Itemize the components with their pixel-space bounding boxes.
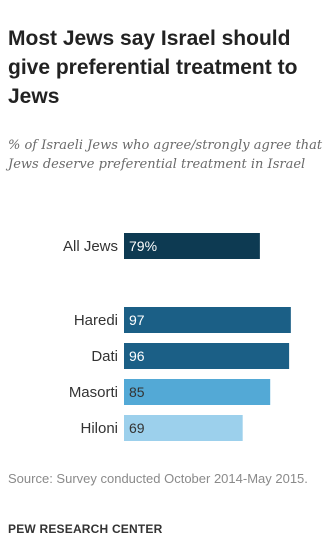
value-label-masorti: 85 — [129, 384, 145, 400]
bar-all-jews — [124, 233, 260, 259]
chart-subtitle: % of Israeli Jews who agree/strongly agr… — [8, 138, 323, 172]
category-label-hiloni: Hiloni — [80, 420, 118, 437]
value-label-all-jews: 79% — [129, 238, 157, 254]
chart-title: Most Jews say Israel should give prefere… — [8, 27, 298, 108]
source-note: Source: Survey conducted October 2014-Ma… — [8, 471, 308, 486]
bar-hiloni — [124, 415, 243, 441]
value-label-dati: 96 — [129, 348, 145, 364]
bar-chart: All Jews 79% Haredi 97 Dati 96 Masorti 85 Hiloni… — [63, 233, 291, 441]
value-label-haredi: 97 — [129, 312, 145, 328]
bar-dati — [124, 343, 290, 369]
category-label-all-jews: All Jews — [63, 238, 118, 255]
category-label-dati: Dati — [91, 348, 118, 365]
value-label-hiloni: 69 — [129, 420, 145, 436]
bar-masorti — [124, 379, 271, 405]
category-label-masorti: Masorti — [69, 384, 118, 401]
category-label-haredi: Haredi — [74, 312, 118, 329]
credit-label: PEW RESEARCH CENTER — [8, 522, 163, 536]
bar-haredi — [124, 307, 291, 333]
